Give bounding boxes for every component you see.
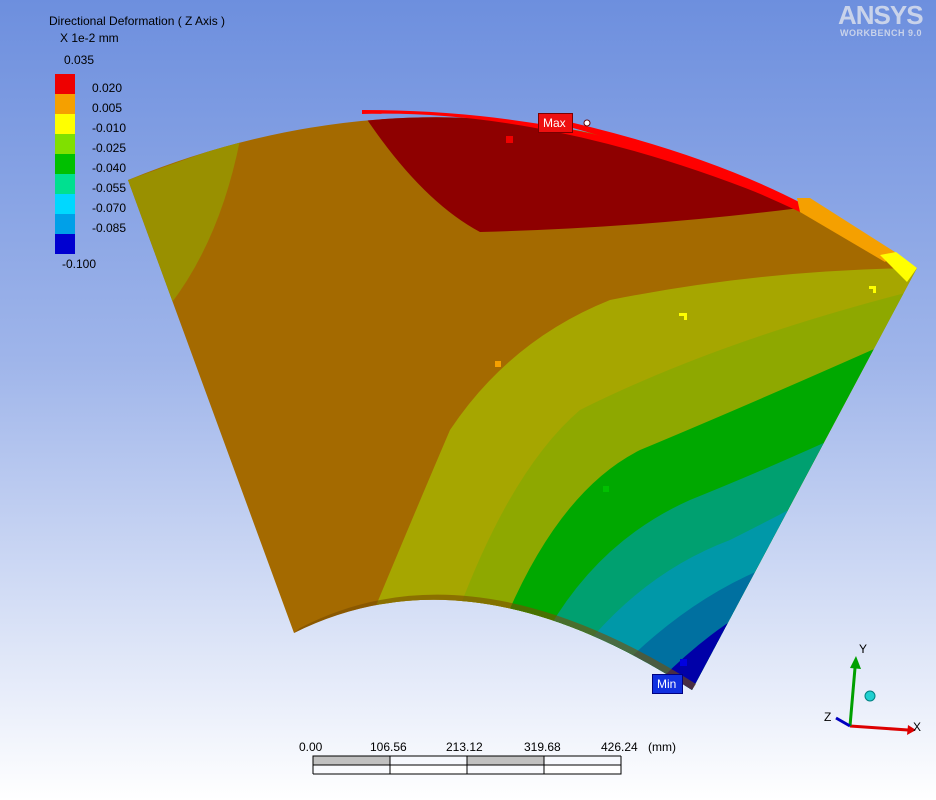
logo-brand: ANSYS xyxy=(838,0,924,30)
legend-label: -0.025 xyxy=(92,141,127,155)
probe-marker xyxy=(603,486,609,492)
legend-label: -0.055 xyxy=(92,181,127,195)
probe-marker xyxy=(869,286,876,293)
scale-tick-label: 106.56 xyxy=(370,740,407,754)
probe-marker xyxy=(680,659,687,666)
rim-yellow xyxy=(880,252,917,282)
coordinate-triad: Y X Z xyxy=(824,642,921,735)
legend-swatch xyxy=(55,194,75,214)
z-axis-arrow xyxy=(835,716,851,728)
scale-segment xyxy=(466,755,545,766)
contour-band-red xyxy=(362,117,800,232)
x-axis-arrow xyxy=(849,724,909,732)
x-axis-label: X xyxy=(913,720,921,734)
legend-label: -0.010 xyxy=(92,121,127,135)
legend-color-bar xyxy=(55,74,75,254)
legend-swatch xyxy=(55,234,75,254)
min-probe-label[interactable]: Min xyxy=(652,674,684,694)
scale-unit: (mm) xyxy=(648,740,676,754)
legend-swatch xyxy=(55,134,75,154)
legend-swatch xyxy=(55,214,75,234)
x-arrowhead xyxy=(907,725,916,735)
legend-label: 0.020 xyxy=(92,81,123,95)
legend-swatch xyxy=(55,94,75,114)
legend-label: 0.005 xyxy=(92,101,123,115)
triad-sphere xyxy=(864,690,876,702)
rim-orange xyxy=(797,198,895,262)
inner-edge-shadow xyxy=(294,594,696,690)
legend-swatch xyxy=(55,74,75,94)
legend-swatch xyxy=(55,114,75,134)
legend-max-value: 0.035 xyxy=(64,53,95,67)
probe-marker xyxy=(679,313,687,320)
legend-min-value: -0.100 xyxy=(62,257,97,271)
scale-segment xyxy=(543,764,622,775)
y-axis-label: Y xyxy=(859,642,867,656)
scale-bar xyxy=(312,755,622,775)
contour-plot xyxy=(128,117,917,691)
scale-segment xyxy=(312,755,391,766)
legend-label: -0.040 xyxy=(92,161,127,175)
logo-product: WORKBENCH 9.0 xyxy=(840,28,923,38)
y-arrowhead xyxy=(850,656,861,669)
probe-marker xyxy=(506,136,513,143)
scale-tick-label: 319.68 xyxy=(524,740,561,754)
legend-unit: X 1e-2 mm xyxy=(60,31,119,45)
scale-tick-label: 0.00 xyxy=(299,740,323,754)
legend-label: -0.085 xyxy=(92,221,127,235)
legend-label: -0.070 xyxy=(92,201,127,215)
y-axis-arrow xyxy=(848,667,857,727)
legend-swatch xyxy=(55,174,75,194)
probe-marker xyxy=(495,361,501,367)
scale-segment xyxy=(389,764,468,775)
max-probe-label[interactable]: Max xyxy=(538,113,573,133)
legend-swatch xyxy=(55,154,75,174)
legend-title: Directional Deformation ( Z Axis ) xyxy=(49,14,226,28)
scale-tick-label: 213.12 xyxy=(446,740,483,754)
ansys-logo: ANSYS WORKBENCH 9.0 xyxy=(838,0,924,38)
scale-tick-label: 426.24 xyxy=(601,740,638,754)
max-probe-point xyxy=(583,119,591,127)
z-axis-label: Z xyxy=(824,710,831,724)
